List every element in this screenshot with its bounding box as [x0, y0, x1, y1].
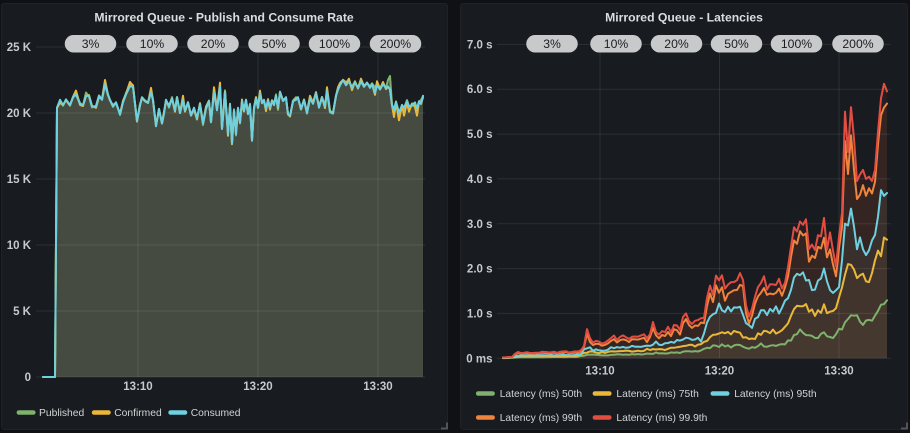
- svg-text:Latency (ms) 75th: Latency (ms) 75th: [616, 389, 699, 400]
- svg-text:Latency (ms) 50th: Latency (ms) 50th: [500, 389, 583, 400]
- svg-text:3.0 s: 3.0 s: [467, 219, 493, 231]
- svg-text:Mirrored Queue - Latencies: Mirrored Queue - Latencies: [605, 11, 763, 25]
- svg-text:3%: 3%: [543, 37, 561, 51]
- svg-text:13:10: 13:10: [585, 366, 614, 378]
- svg-text:10%: 10%: [604, 37, 629, 51]
- svg-text:Confirmed: Confirmed: [114, 408, 162, 419]
- svg-text:100%: 100%: [319, 37, 350, 51]
- svg-text:5.0 s: 5.0 s: [467, 129, 493, 141]
- svg-text:Mirrored Queue - Publish and C: Mirrored Queue - Publish and Consume Rat…: [94, 11, 354, 25]
- svg-text:7.0 s: 7.0 s: [467, 39, 493, 51]
- svg-text:13:20: 13:20: [243, 381, 272, 393]
- svg-text:3%: 3%: [82, 37, 100, 51]
- svg-text:20 K: 20 K: [7, 108, 32, 120]
- svg-text:1.0 s: 1.0 s: [467, 308, 493, 320]
- svg-text:25 K: 25 K: [7, 42, 32, 54]
- svg-text:4.0 s: 4.0 s: [467, 174, 493, 186]
- svg-text:Latency (ms) 99.9th: Latency (ms) 99.9th: [616, 413, 707, 424]
- svg-text:0 ms: 0 ms: [466, 353, 492, 365]
- svg-text:6.0 s: 6.0 s: [467, 84, 493, 96]
- svg-text:Latency (ms) 95th: Latency (ms) 95th: [734, 389, 817, 400]
- svg-text:20%: 20%: [664, 37, 689, 51]
- svg-text:100%: 100%: [781, 37, 812, 51]
- svg-text:10%: 10%: [140, 37, 165, 51]
- svg-text:13:20: 13:20: [705, 366, 734, 378]
- svg-text:0: 0: [25, 372, 31, 384]
- svg-text:2.0 s: 2.0 s: [467, 264, 493, 276]
- svg-text:Published: Published: [39, 408, 84, 419]
- svg-text:200%: 200%: [380, 37, 411, 51]
- svg-text:Consumed: Consumed: [191, 408, 241, 419]
- svg-text:20%: 20%: [201, 37, 226, 51]
- svg-text:Latency (ms) 99th: Latency (ms) 99th: [500, 413, 583, 424]
- svg-text:15 K: 15 K: [7, 174, 32, 186]
- svg-text:10 K: 10 K: [7, 240, 32, 252]
- svg-text:5 K: 5 K: [13, 306, 32, 318]
- svg-text:13:30: 13:30: [824, 366, 853, 378]
- svg-text:200%: 200%: [842, 37, 873, 51]
- svg-text:50%: 50%: [262, 37, 287, 51]
- svg-text:50%: 50%: [724, 37, 749, 51]
- svg-text:13:10: 13:10: [123, 381, 152, 393]
- svg-text:13:30: 13:30: [363, 381, 392, 393]
